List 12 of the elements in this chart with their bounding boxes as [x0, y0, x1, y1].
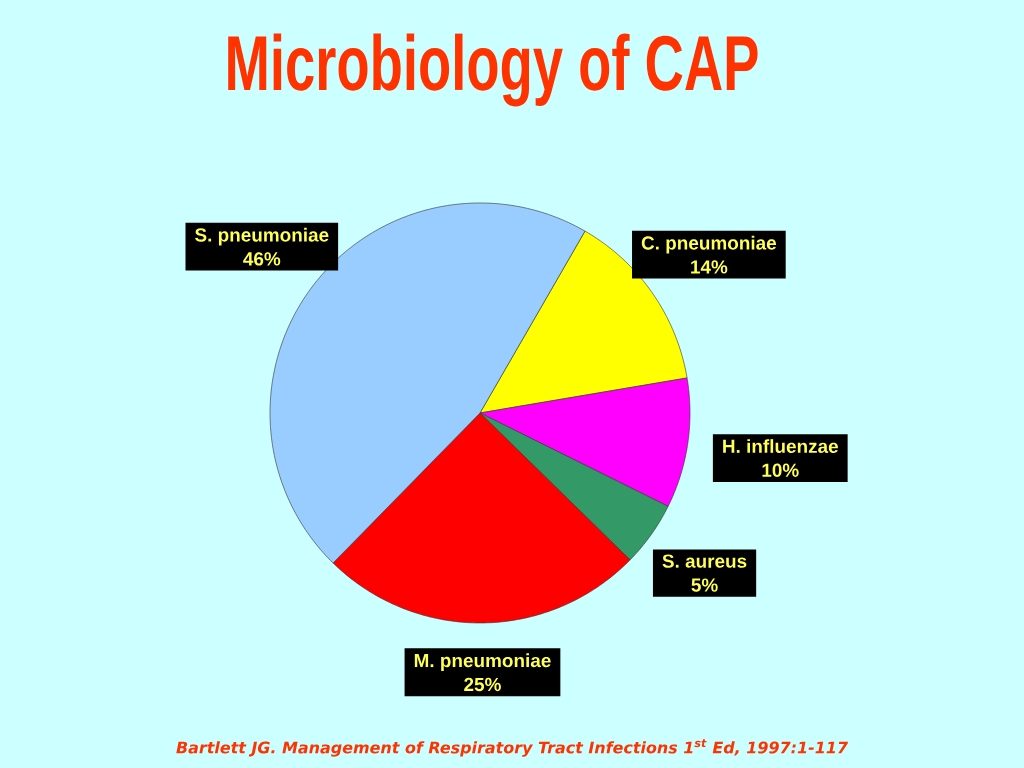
data-label: 10%	[762, 463, 799, 477]
slice-label: C. pneumoniae	[641, 235, 777, 254]
slice-label: S. pneumoniae	[195, 227, 329, 246]
text: Bartlett JG. Management of Respiratory Tract Infections 1$^{st}$ Ed, 1997:1-117	[176, 739, 849, 757]
data-label: 14%	[691, 260, 728, 274]
data-label: 5%	[691, 578, 718, 592]
slice-label: M. pneumoniae	[414, 653, 551, 671]
data-label: 25%	[464, 677, 501, 692]
slice-label: S. aureus	[662, 554, 747, 568]
data-label: 46%	[243, 252, 281, 266]
slice-label: H. influenzae	[723, 439, 838, 454]
chart-title: Microbiology of CAP	[228, 33, 758, 107]
